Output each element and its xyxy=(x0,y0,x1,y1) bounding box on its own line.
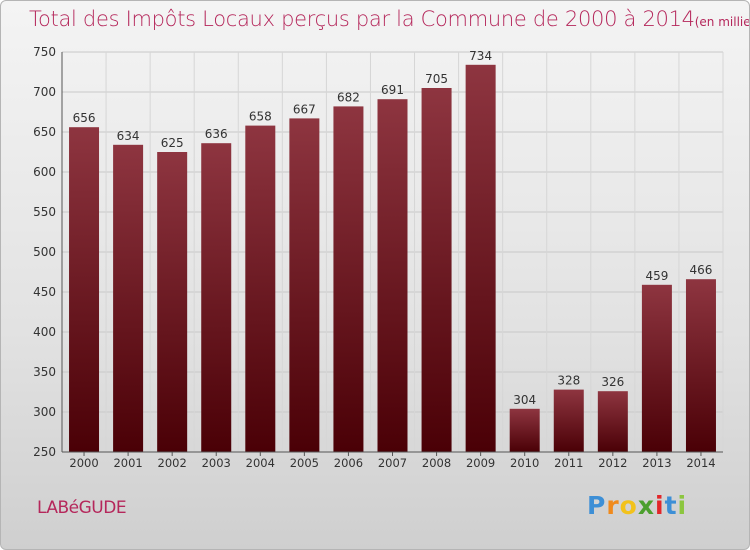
commune-name: LABéGUDE xyxy=(37,498,127,518)
y-tick-label: 300 xyxy=(33,405,56,419)
y-tick-label: 500 xyxy=(33,245,56,259)
y-tick-label: 450 xyxy=(33,285,56,299)
x-tick-label: 2002 xyxy=(158,456,187,470)
logo-letter: r xyxy=(606,491,620,520)
x-tick-label: 2000 xyxy=(69,456,98,470)
bar xyxy=(641,284,672,452)
x-tick-label: 2005 xyxy=(290,456,319,470)
bar xyxy=(685,279,716,452)
x-tick-label: 2004 xyxy=(246,456,275,470)
bar-value-label: 705 xyxy=(425,72,448,86)
proxiti-logo: Proxiti xyxy=(587,491,687,520)
bar xyxy=(289,118,320,453)
bar xyxy=(553,389,584,452)
axis-layer: 250 300 350 400 450 500 550 600 650 700 750 656 2000… xyxy=(33,45,723,470)
y-tick-label: 550 xyxy=(33,205,56,219)
x-tick-label: 2007 xyxy=(378,456,407,470)
y-tick-label: 650 xyxy=(33,125,56,139)
bar-value-label: 682 xyxy=(337,90,360,104)
y-tick-label: 350 xyxy=(33,365,56,379)
bar xyxy=(245,125,276,452)
bar xyxy=(157,152,188,452)
logo-letter: t xyxy=(664,491,678,520)
bar-value-label: 636 xyxy=(205,127,228,141)
bar-value-label: 304 xyxy=(513,393,536,407)
y-tick-label: 400 xyxy=(33,325,56,339)
x-tick-label: 2001 xyxy=(113,456,142,470)
logo-letter: o xyxy=(619,491,638,520)
bar-value-label: 634 xyxy=(117,129,140,143)
x-tick-label: 2006 xyxy=(334,456,363,470)
x-tick-label: 2013 xyxy=(642,456,671,470)
y-tick-label: 600 xyxy=(33,165,56,179)
bar-value-label: 691 xyxy=(381,83,404,97)
logo-letter: x xyxy=(637,491,655,520)
chart-title-main: Total des Impôts Locaux perçus par la Co… xyxy=(29,7,695,31)
bar-value-label: 667 xyxy=(293,102,316,116)
x-tick-label: 2010 xyxy=(510,456,539,470)
logo-letter: i xyxy=(655,491,665,520)
bar-value-label: 658 xyxy=(249,110,272,124)
y-tick-label: 700 xyxy=(33,85,56,99)
bar-value-label: 459 xyxy=(645,269,668,283)
bar-value-label: 326 xyxy=(601,375,624,389)
y-tick-label: 250 xyxy=(33,445,56,459)
bar xyxy=(597,391,628,452)
bar-value-label: 734 xyxy=(469,49,492,63)
logo-letter: P xyxy=(587,491,607,520)
chart-title: Total des Impôts Locaux perçus par la Co… xyxy=(29,7,750,31)
bar-value-label: 328 xyxy=(557,374,580,388)
bar-value-label: 625 xyxy=(161,136,184,150)
bar xyxy=(465,64,496,453)
bar xyxy=(421,88,452,452)
x-tick-label: 2008 xyxy=(422,456,451,470)
x-tick-label: 2011 xyxy=(554,456,583,470)
bar-layer xyxy=(69,64,716,453)
bar-value-label: 656 xyxy=(73,111,96,125)
y-tick-label: 750 xyxy=(33,45,56,59)
chart-title-unit: (en milliers d'€) xyxy=(694,15,750,29)
x-tick-label: 2009 xyxy=(466,456,495,470)
bar xyxy=(113,144,144,453)
x-tick-label: 2003 xyxy=(202,456,231,470)
x-tick-label: 2014 xyxy=(686,456,715,470)
bar xyxy=(377,99,408,452)
x-tick-label: 2012 xyxy=(598,456,627,470)
bar xyxy=(333,106,364,453)
bar xyxy=(69,127,100,452)
bar xyxy=(201,143,232,452)
bar xyxy=(509,408,540,452)
logo-letter: i xyxy=(677,491,688,520)
bar-value-label: 466 xyxy=(690,263,713,277)
